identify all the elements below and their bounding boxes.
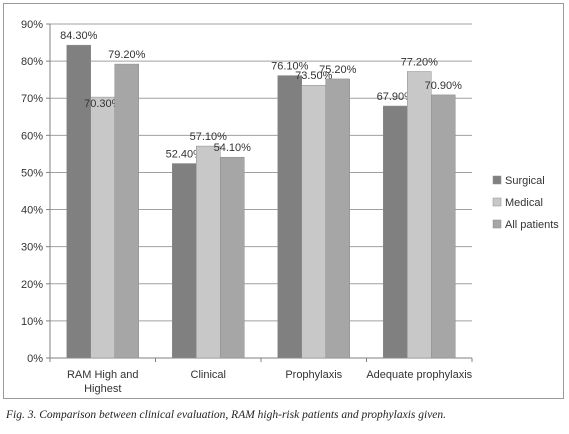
bar-all-patients: [114, 63, 139, 359]
data-label: 77.20%: [401, 57, 439, 69]
data-label: 67.90%: [377, 91, 415, 103]
y-tick-label: 50%: [21, 167, 43, 179]
y-tick-label: 90%: [21, 19, 43, 31]
y-tick-label: 20%: [21, 279, 43, 291]
data-label: 57.10%: [190, 131, 228, 143]
data-label: 76.10%: [271, 61, 309, 73]
legend-label: All patients: [505, 219, 559, 231]
y-tick-label: 80%: [21, 56, 43, 68]
x-category-label: RAM High and: [67, 369, 139, 381]
data-label: 84.30%: [60, 30, 98, 42]
x-category-label: Prophylaxis: [285, 369, 342, 381]
data-label: 54.10%: [214, 142, 252, 154]
legend-label: Surgical: [505, 175, 545, 187]
bar-all-patients: [431, 94, 456, 359]
bar-medical: [90, 96, 115, 359]
x-category-label: Highest: [84, 383, 121, 395]
y-tick-label: 10%: [21, 316, 43, 328]
legend-swatch: [492, 219, 502, 229]
data-label: 79.20%: [108, 49, 146, 61]
chart-frame: 0% 10% 20% 30% 40% 50% 60% 70% 80% 90% 84.30% 70.30…: [3, 3, 564, 399]
bar-all-patients: [325, 78, 350, 359]
data-label: 52.40%: [166, 149, 204, 161]
bar-all-patients: [220, 156, 245, 359]
data-label: 73.50%: [295, 70, 333, 82]
legend-swatch: [492, 197, 502, 207]
data-label: 70.30%: [84, 98, 122, 110]
bar-chart: 0% 10% 20% 30% 40% 50% 60% 70% 80% 90% 84.30% 70.30…: [21, 19, 559, 395]
x-category-label: Clinical: [191, 369, 226, 381]
y-tick-label: 30%: [21, 242, 43, 254]
bar-surgical: [383, 105, 408, 359]
bar-surgical: [66, 44, 91, 359]
bar-medical: [196, 145, 221, 359]
x-category-label: Adequate prophylaxis: [366, 369, 472, 381]
y-tick-label: 70%: [21, 93, 43, 105]
y-tick-label: 0%: [27, 353, 43, 365]
bar-surgical: [277, 75, 302, 359]
figure-caption: Fig. 3. Comparison between clinical eval…: [6, 409, 447, 421]
data-label: 70.90%: [425, 80, 463, 92]
bar-medical: [301, 84, 326, 359]
data-label: 75.20%: [319, 64, 357, 76]
y-tick-label: 40%: [21, 205, 43, 217]
legend-swatch: [492, 175, 502, 185]
bar-surgical: [172, 163, 197, 359]
bar-medical: [407, 71, 432, 359]
y-tick-label: 60%: [21, 130, 43, 142]
legend-label: Medical: [505, 197, 543, 209]
